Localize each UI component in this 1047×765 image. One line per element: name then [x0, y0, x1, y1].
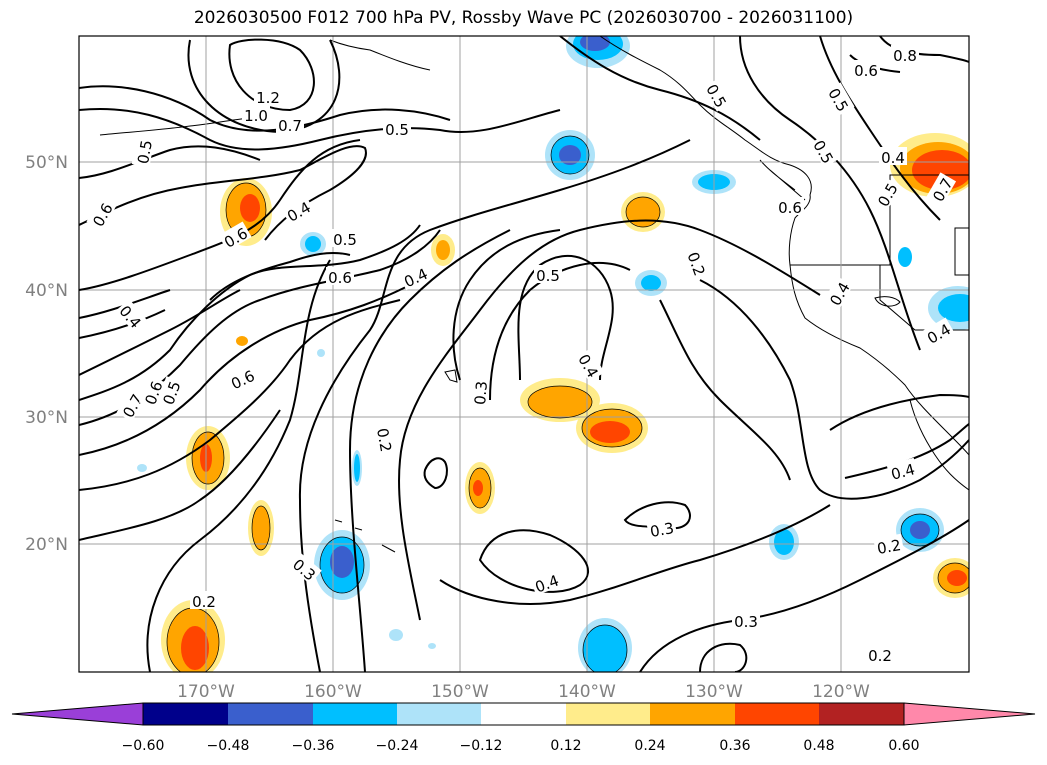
- colorbar-extend-left: [11, 702, 144, 726]
- colorbar-tick: 0.24: [634, 738, 665, 754]
- svg-text:0.2: 0.2: [876, 536, 903, 558]
- lon-label-140w: 140°W: [558, 682, 616, 702]
- lon-label-120w: 120°W: [812, 682, 870, 702]
- longitude-labels: 170°W 160°W 150°W 140°W 130°W 120°W: [177, 682, 870, 702]
- lon-label-160w: 160°W: [304, 682, 362, 702]
- lon-label-130w: 130°W: [685, 682, 743, 702]
- svg-text:0.4: 0.4: [881, 149, 905, 167]
- svg-text:0.2: 0.2: [868, 647, 892, 665]
- latitude-labels: 50°N 40°N 30°N 20°N: [25, 153, 68, 555]
- colorbar-swatch: [819, 703, 904, 725]
- lon-label-170w: 170°W: [177, 682, 235, 702]
- svg-text:0.5: 0.5: [385, 121, 409, 139]
- svg-text:0.5: 0.5: [333, 231, 357, 249]
- colorbar-extend-right: [903, 702, 1036, 726]
- svg-text:0.2: 0.2: [373, 427, 395, 454]
- lat-label-50n: 50°N: [25, 153, 68, 173]
- colorbar-swatch: [143, 703, 228, 725]
- svg-text:0.8: 0.8: [893, 47, 917, 65]
- colorbar-tick: 0.12: [550, 738, 581, 754]
- lat-label-20n: 20°N: [25, 535, 68, 555]
- colorbar-tick: 0.48: [803, 738, 834, 754]
- svg-text:0.3: 0.3: [471, 380, 491, 405]
- svg-text:0.5: 0.5: [536, 267, 560, 285]
- colorbar-swatch: [313, 703, 397, 725]
- svg-text:0.5: 0.5: [134, 139, 156, 166]
- svg-text:0.6: 0.6: [854, 62, 878, 80]
- colorbar: −0.60 −0.48 −0.36 −0.24 −0.12 0.12 0.24 …: [11, 702, 1036, 754]
- colorbar-tick: 0.36: [719, 738, 750, 754]
- colorbar-tick: −0.36: [292, 738, 335, 754]
- plot-frame: [78, 35, 970, 673]
- svg-text:0.6: 0.6: [328, 269, 352, 287]
- colorbar-swatch: [481, 703, 566, 725]
- map-title: 2026030500 F012 700 hPa PV, Rossby Wave …: [193, 8, 854, 28]
- colorbar-swatch: [397, 703, 481, 725]
- plot-area: [79, 36, 969, 672]
- svg-text:0.6: 0.6: [778, 199, 802, 217]
- colorbar-swatch: [566, 703, 650, 725]
- colorbar-swatch: [650, 703, 735, 725]
- colorbar-swatch: [735, 703, 819, 725]
- anomaly-outlines: [166, 135, 969, 672]
- colorbar-tick: −0.60: [122, 738, 165, 754]
- svg-text:0.4: 0.4: [889, 460, 917, 484]
- svg-text:1.0: 1.0: [244, 107, 268, 125]
- lat-label-30n: 30°N: [25, 408, 68, 428]
- svg-text:0.2: 0.2: [192, 593, 216, 611]
- svg-text:1.2: 1.2: [256, 89, 280, 107]
- colorbar-tick: −0.48: [207, 738, 250, 754]
- svg-text:0.7: 0.7: [278, 117, 302, 135]
- colorbar-tick: 0.60: [888, 738, 919, 754]
- colorbar-swatch: [228, 703, 313, 725]
- lat-label-40n: 40°N: [25, 281, 68, 301]
- lon-label-150w: 150°W: [431, 682, 489, 702]
- colorbar-tick: −0.24: [376, 738, 419, 754]
- colorbar-ticks: −0.60 −0.48 −0.36 −0.24 −0.12 0.12 0.24 …: [122, 738, 920, 754]
- svg-text:0.3: 0.3: [734, 613, 758, 631]
- svg-text:0.3: 0.3: [649, 519, 676, 541]
- contour-labels: 1.2 1.0 0.7 0.5 0.5 0.6 0.6 0.4 0.5 0.6 …: [86, 45, 957, 665]
- colorbar-tick: −0.12: [460, 738, 503, 754]
